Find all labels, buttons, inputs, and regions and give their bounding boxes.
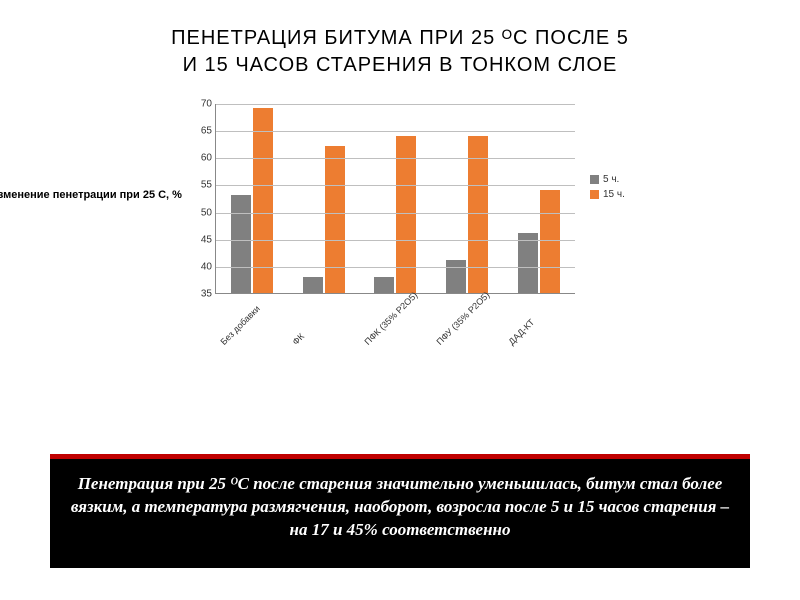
- grid-line: [216, 213, 575, 214]
- x-tick-label: ФК: [290, 289, 348, 347]
- legend-label: 5 ч.: [603, 174, 619, 185]
- grid-line: [216, 158, 575, 159]
- y-tick-label: 55: [194, 180, 212, 191]
- y-axis-label: Изменение пенетрации при 25 С, %: [0, 189, 200, 201]
- bar: [518, 233, 538, 293]
- bars-container: [216, 104, 575, 293]
- grid-line: [216, 131, 575, 132]
- plot-area: 3540455055606570: [215, 104, 575, 294]
- penetration-chart: Изменение пенетрации при 25 С, % 3540455…: [110, 94, 750, 374]
- x-tick-label: ПФК (35% Р2О5): [362, 289, 420, 347]
- bar-group: [216, 104, 288, 293]
- bar-group: [503, 104, 575, 293]
- bar-group: [431, 104, 503, 293]
- bar-group: [360, 104, 432, 293]
- bar: [253, 108, 273, 293]
- y-tick-label: 45: [194, 234, 212, 245]
- legend-label: 15 ч.: [603, 189, 625, 200]
- x-tick-label: ПФУ (35% Р2О5): [434, 289, 492, 347]
- bar: [303, 277, 323, 293]
- title-line-1: ПЕНЕТРАЦИЯ БИТУМА ПРИ 25 ᴼС ПОСЛЕ 5: [171, 27, 629, 49]
- legend-item: 5 ч.: [590, 174, 625, 185]
- caption-box: Пенетрация при 25 ᴼС после старения знач…: [50, 454, 750, 568]
- slide-title: ПЕНЕТРАЦИЯ БИТУМА ПРИ 25 ᴼС ПОСЛЕ 5 И 15…: [0, 0, 800, 94]
- legend: 5 ч. 15 ч.: [590, 174, 625, 204]
- y-tick-label: 35: [194, 289, 212, 300]
- x-axis-labels: Без добавкиФКПФК (35% Р2О5)ПФУ (35% Р2О5…: [215, 296, 575, 306]
- bar: [325, 146, 345, 293]
- y-tick-label: 40: [194, 261, 212, 272]
- grid-line: [216, 185, 575, 186]
- grid-line: [216, 240, 575, 241]
- x-tick-label: Без добавки: [218, 289, 276, 347]
- y-tick-label: 65: [194, 126, 212, 137]
- caption-text: Пенетрация при 25 ᴼС после старения знач…: [66, 473, 734, 542]
- y-tick-label: 70: [194, 99, 212, 110]
- bar: [374, 277, 394, 293]
- grid-line: [216, 104, 575, 105]
- bar: [446, 260, 466, 293]
- legend-swatch: [590, 190, 599, 199]
- bar: [231, 195, 251, 293]
- bar-group: [288, 104, 360, 293]
- bar: [540, 190, 560, 293]
- y-tick-label: 50: [194, 207, 212, 218]
- x-tick-label: ДАД-КТ: [506, 289, 564, 347]
- legend-item: 15 ч.: [590, 189, 625, 200]
- legend-swatch: [590, 175, 599, 184]
- grid-line: [216, 267, 575, 268]
- title-line-2: И 15 ЧАСОВ СТАРЕНИЯ В ТОНКОМ СЛОЕ: [183, 54, 618, 76]
- y-tick-label: 60: [194, 153, 212, 164]
